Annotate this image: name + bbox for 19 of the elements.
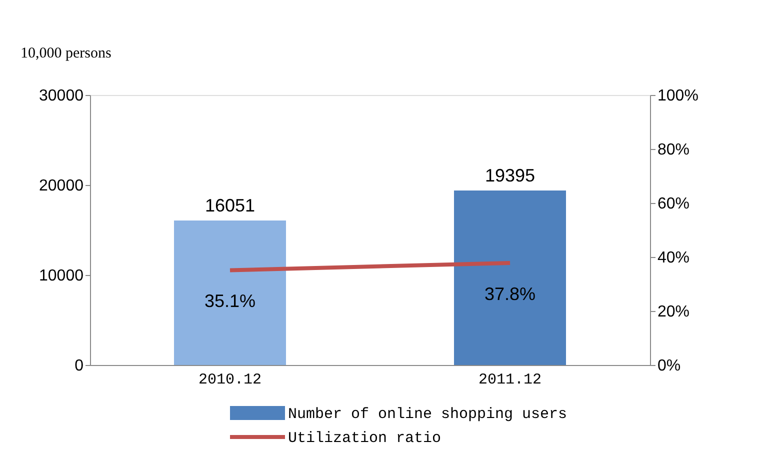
y2-tick-label: 0% (658, 358, 681, 374)
y-axis-title: 10,000 persons (20, 46, 112, 62)
y-tick-label: 30000 (39, 88, 84, 104)
y2-tick-label: 80% (658, 142, 690, 158)
data-label: 16051 (204, 196, 256, 216)
data-label: 35.1% (204, 291, 256, 312)
data-label: 37.8% (484, 284, 536, 304)
x-tick-label: 2010.12 (198, 372, 262, 388)
y2-tick-label: 20% (658, 304, 690, 320)
y-tick-label: 20000 (39, 178, 84, 194)
y2-tick-label: 60% (658, 196, 690, 212)
legend-label: Number of online shopping users (288, 406, 568, 423)
x-tick-label: 2011.12 (478, 372, 542, 388)
y-tick-label: 10000 (39, 268, 84, 284)
y2-tick-label: 100% (658, 88, 698, 104)
data-label: 19395 (484, 165, 536, 186)
y2-tick-label: 40% (658, 250, 690, 266)
y-tick-label: 0 (74, 358, 84, 374)
legend-label: Utilization ratio (288, 430, 442, 447)
